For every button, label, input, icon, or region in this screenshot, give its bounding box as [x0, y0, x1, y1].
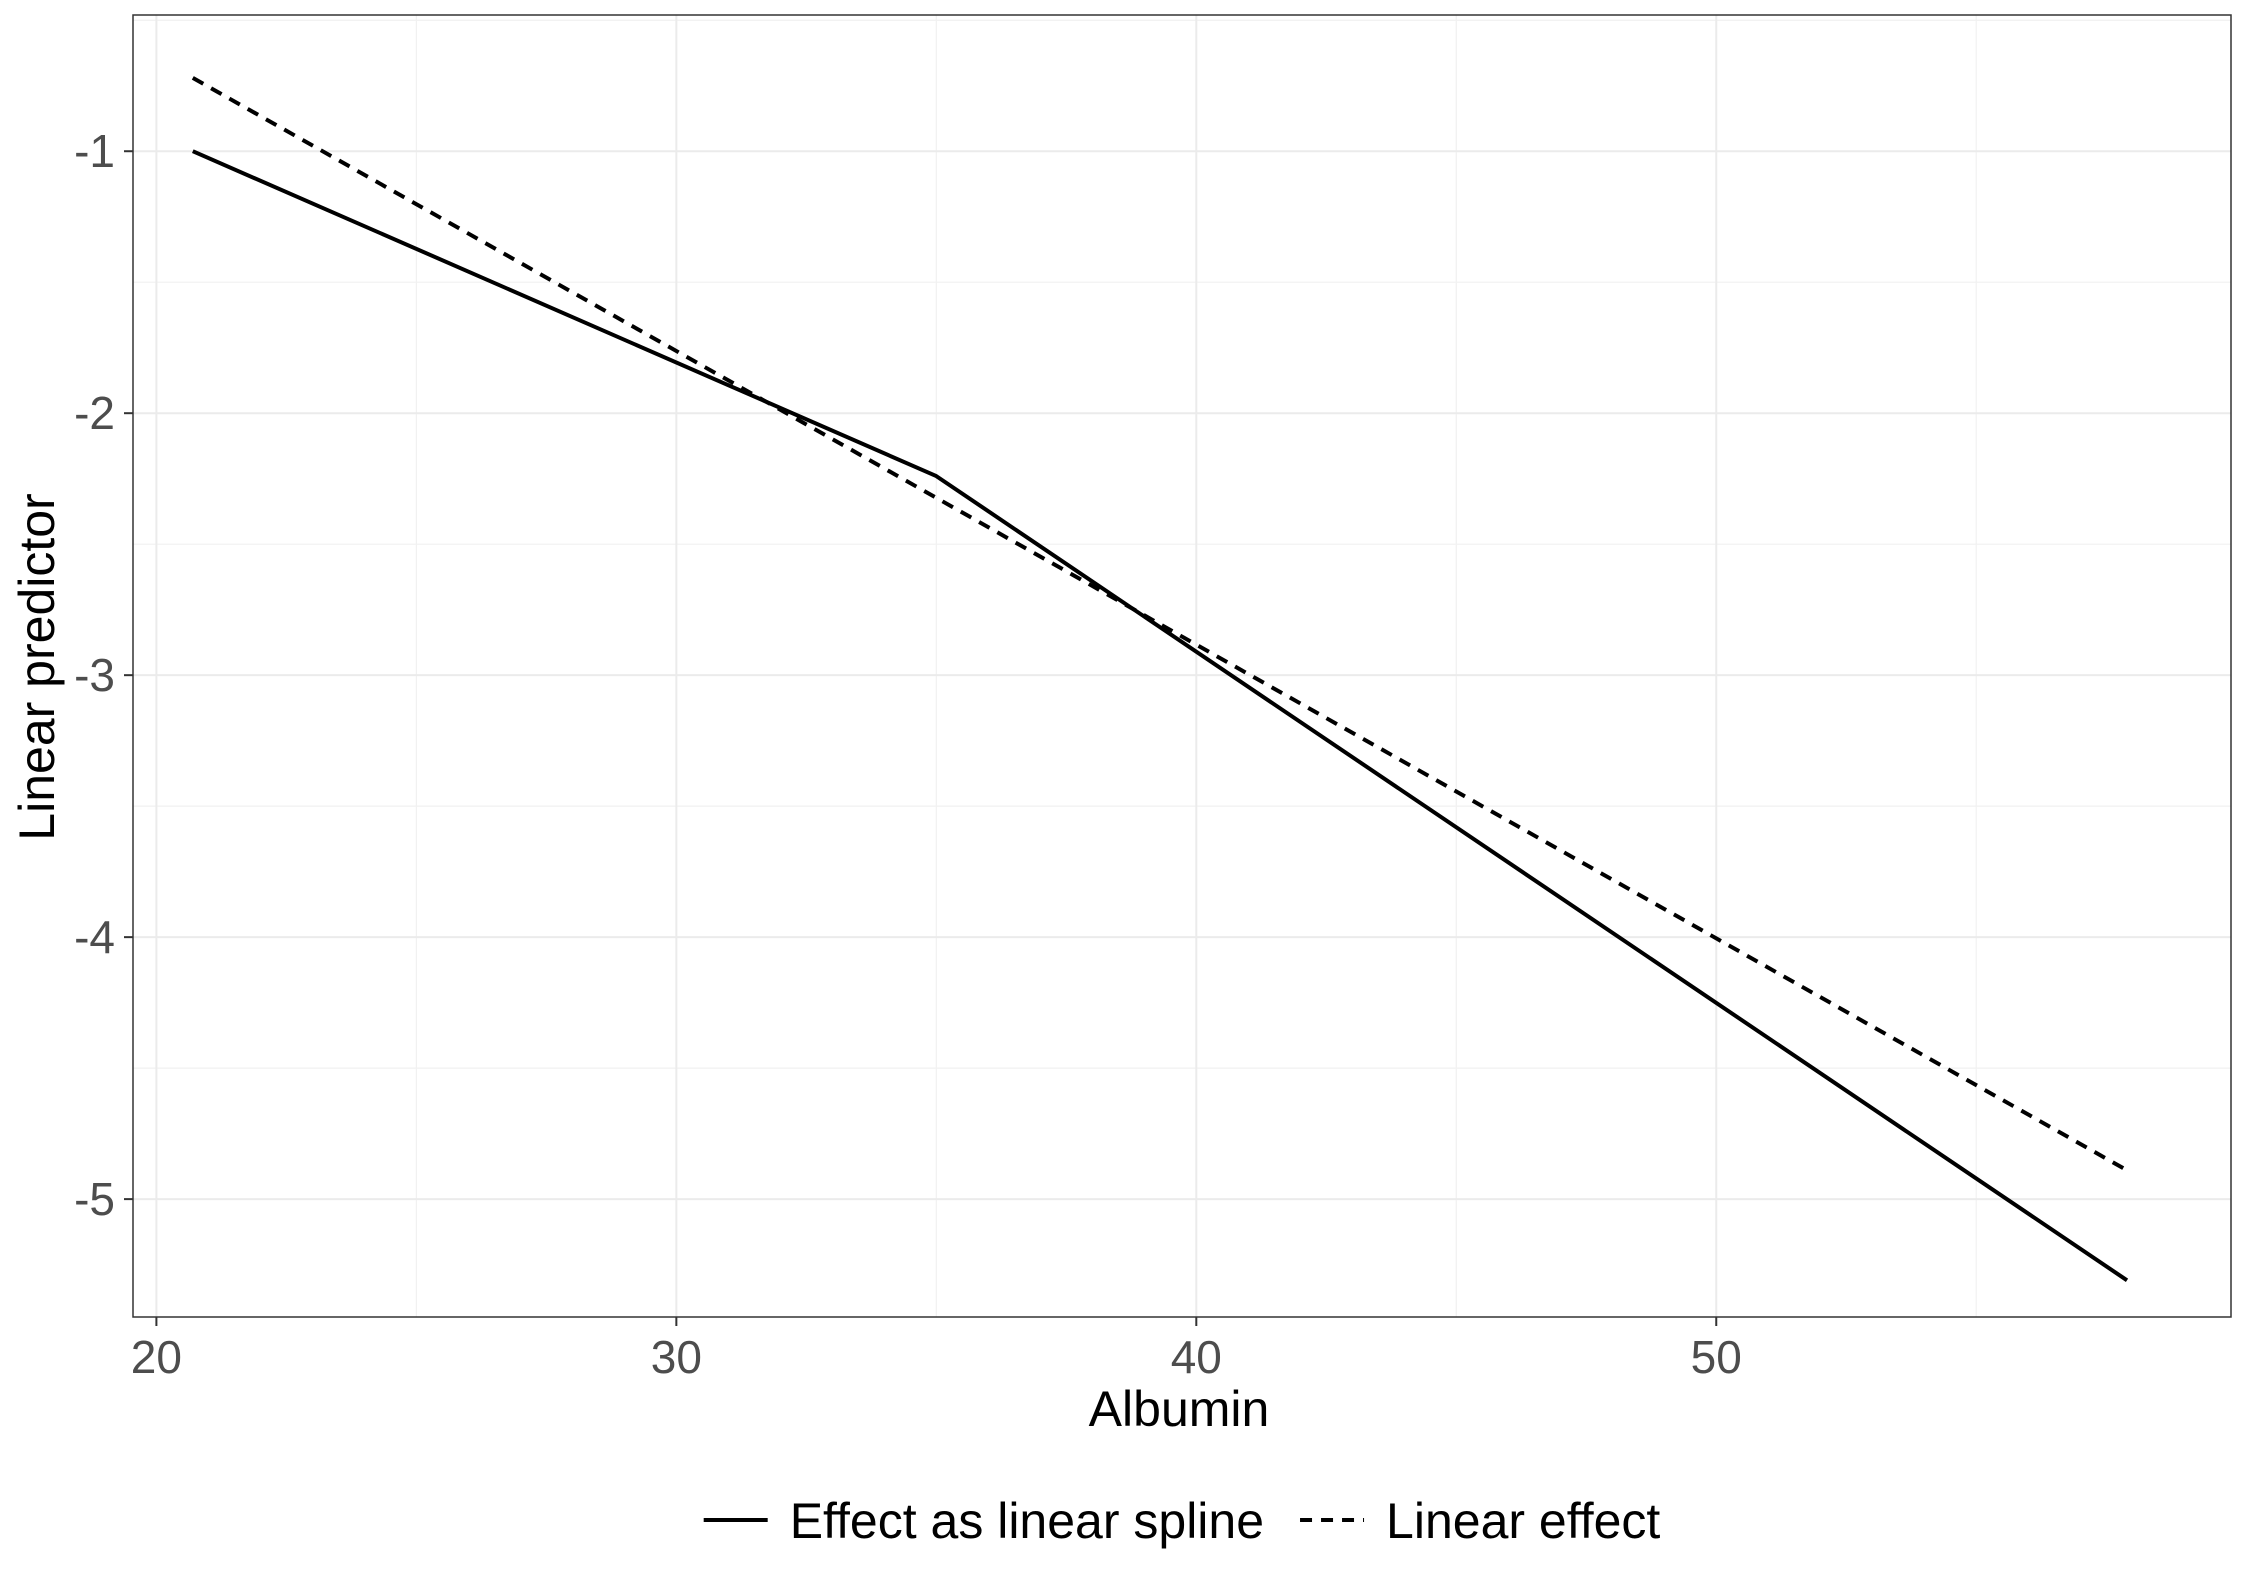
major-gridlines — [133, 15, 2231, 1317]
minor-gridlines — [133, 15, 2231, 1317]
y-axis-tick-label: -5 — [74, 1173, 115, 1225]
x-axis-tick-label: 30 — [651, 1331, 702, 1383]
y-axis-tick-label: -2 — [74, 387, 115, 439]
x-axis-tick-label: 40 — [1171, 1331, 1222, 1383]
y-axis-tick-label: -4 — [74, 911, 115, 963]
y-axis-tick-label: -3 — [74, 649, 115, 701]
x-axis-tick-label: 20 — [131, 1331, 182, 1383]
linear-effect-line — [191, 76, 2128, 1173]
y-axis-title: Linear predictor — [9, 493, 65, 840]
x-axis-tick-labels: 20 30 40 50 — [131, 1331, 1742, 1383]
series-layer — [191, 76, 2129, 1282]
x-axis-title: Albumin — [1089, 1381, 1270, 1437]
legend: Effect as linear spline Linear effect — [703, 1493, 1660, 1549]
x-axis-tick-label: 50 — [1691, 1331, 1742, 1383]
panel-border — [132, 14, 2232, 1318]
y-axis-tick-label: -1 — [74, 125, 115, 177]
legend-label-linear-spline: Effect as linear spline — [790, 1493, 1264, 1549]
axis-ticks — [124, 150, 1718, 1326]
legend-label-linear-effect: Linear effect — [1386, 1493, 1660, 1549]
linear-spline-line — [191, 149, 2129, 1282]
y-axis-tick-labels: -1 -2 -3 -4 -5 — [74, 125, 115, 1225]
